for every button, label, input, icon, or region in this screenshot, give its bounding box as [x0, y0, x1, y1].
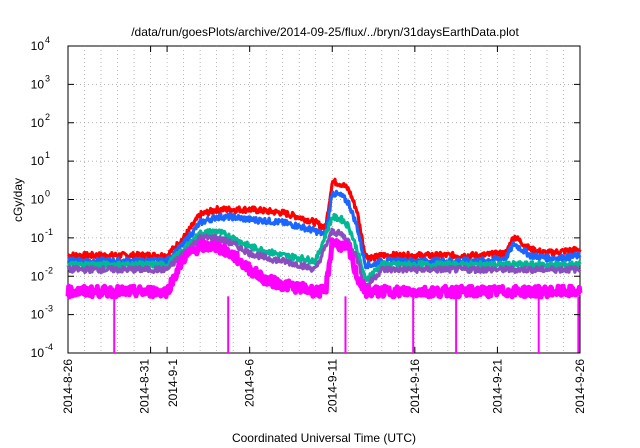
x-axis: 2014-8-26 2014-8-31 2014-9-1 2014-9-6 2014-9… — [61, 46, 587, 414]
y-tick-label: 10 — [31, 154, 45, 168]
y-tick-label: 10 — [31, 77, 45, 91]
y-tick-label: 10 — [31, 269, 45, 283]
y-tick-label: 10 — [31, 231, 45, 245]
x-axis-label: Coordinated Universal Time (UTC) — [232, 431, 416, 445]
x-tick-label: 2014-9-21 — [490, 359, 504, 414]
data-series-line — [67, 177, 582, 262]
y-tick-label-exponent: 1 — [45, 150, 50, 160]
y-tick-label-exponent: 4 — [45, 35, 50, 45]
series-layer — [65, 177, 583, 300]
x-tick-label: 2014-9-26 — [573, 359, 587, 414]
data-series-line — [65, 237, 583, 300]
grid — [68, 46, 580, 353]
y-tick-label-exponent: 2 — [45, 112, 50, 122]
y-tick-label-exponent: -4 — [45, 342, 53, 352]
y-tick-label: 10 — [31, 308, 45, 322]
y-tick-label: 10 — [31, 346, 45, 360]
x-tick-label: 2014-9-6 — [243, 359, 257, 407]
y-tick-label: 10 — [31, 39, 45, 53]
x-tick-label: 2014-8-31 — [138, 359, 152, 414]
x-tick-label: 2014-9-11 — [325, 359, 339, 413]
y-tick-label-exponent: -1 — [45, 227, 53, 237]
x-tick-label: 2014-8-26 — [61, 359, 75, 414]
x-tick-label: 2014-9-16 — [408, 359, 422, 414]
chart-title: /data/run/goesPlots/archive/2014-09-25/f… — [131, 25, 519, 39]
y-tick-label-exponent: 0 — [45, 189, 50, 199]
y-axis-label: cGy/day — [11, 178, 25, 222]
data-series-line — [67, 189, 582, 270]
y-tick-label-exponent: -3 — [45, 304, 53, 314]
x-tick-label: 2014-9-1 — [166, 359, 180, 407]
data-series-line — [66, 212, 582, 282]
y-tick-label-exponent: -2 — [45, 265, 53, 275]
y-tick-label-exponent: 3 — [45, 73, 50, 83]
y-tick-label: 10 — [31, 193, 45, 207]
data-series-line — [66, 227, 582, 291]
dropout-layer — [113, 296, 580, 353]
y-tick-label: 10 — [31, 116, 45, 130]
